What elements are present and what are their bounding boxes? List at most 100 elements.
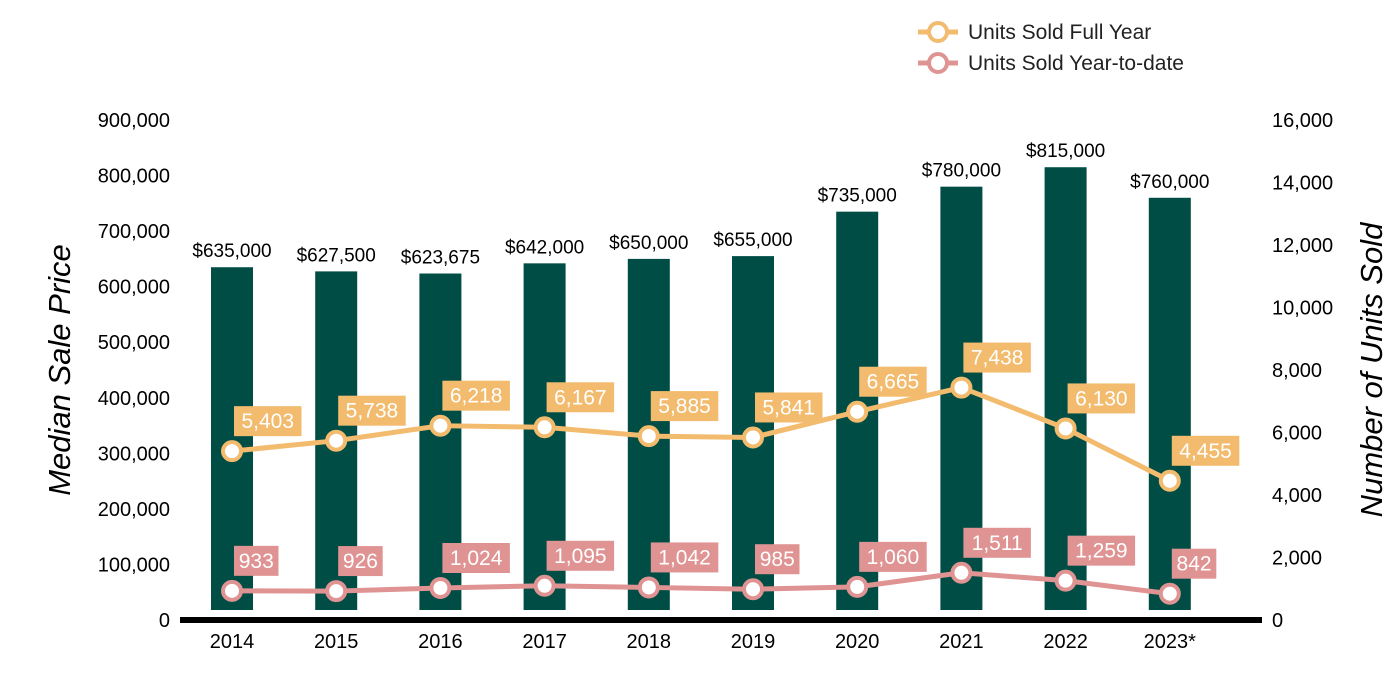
bar-value-label: $815,000: [1026, 141, 1105, 162]
right-tick-label: 4,000: [1272, 485, 1322, 507]
left-tick-label: 0: [159, 610, 170, 632]
bar-value-label: $623,675: [401, 248, 480, 269]
series-point: [429, 577, 452, 599]
right-tick-label: 6,000: [1272, 423, 1322, 445]
series-point: [325, 580, 348, 603]
point-value-label: 985: [760, 548, 795, 571]
point-value-label: 1,511: [972, 532, 1023, 555]
point-value-label: 5,885: [658, 395, 711, 418]
right-axis: 0 2,000 4,000 6,000 8,000 10,000 12,000 14,000 1…: [1272, 110, 1333, 632]
point-label-box: [234, 545, 279, 576]
bar-value-label: $642,000: [505, 237, 584, 258]
left-tick-label: 900,000: [98, 110, 170, 132]
point-label-box: [442, 543, 510, 573]
point-label-box: [1067, 535, 1136, 566]
left-tick-label: 100,000: [98, 554, 170, 576]
left-tick-label: 500,000: [98, 332, 170, 354]
series-point: [950, 561, 973, 584]
point-label-box: [1067, 383, 1136, 414]
bars: $635,000 $627,500 $623,675 $642,000 $650,000…: [192, 141, 1209, 610]
series-point: [1054, 569, 1077, 592]
point-value-label: 6,665: [867, 371, 920, 394]
point-label-box: [338, 546, 383, 577]
left-axis-title: Median Sale Price: [42, 244, 77, 496]
left-tick-label: 800,000: [98, 166, 170, 188]
legend-label: Units Sold Year-to-date: [968, 52, 1184, 75]
series-point: [742, 426, 764, 449]
x-tick-label: 2019: [731, 631, 776, 653]
series-line: [231, 385, 1171, 484]
x-tick-label: 2020: [835, 631, 880, 653]
left-tick-label: 300,000: [98, 443, 170, 465]
point-label-box: [442, 380, 510, 411]
point-value-label: 1,042: [658, 546, 711, 569]
bar-value-label: $655,000: [713, 230, 792, 251]
x-tick-label: 2018: [627, 631, 672, 653]
point-label-box: [546, 382, 615, 413]
point-label-box: [859, 366, 927, 397]
series-point: [429, 414, 452, 437]
series-point: [1158, 469, 1181, 492]
point-value-label: 1,259: [1075, 540, 1128, 563]
series-point: [533, 416, 556, 439]
point-label-box: [546, 540, 615, 571]
point-value-label: 926: [343, 550, 378, 573]
point-label-box: [755, 392, 823, 423]
x-tick-label: 2022: [1043, 631, 1088, 653]
point-label-box: [338, 395, 406, 426]
right-tick-label: 14,000: [1272, 173, 1333, 195]
x-tick-label: 2016: [418, 631, 463, 653]
right-tick-label: 8,000: [1272, 360, 1322, 382]
right-tick-label: 2,000: [1272, 548, 1322, 570]
x-tick-label: 2014: [210, 631, 255, 653]
bar-value-label: $780,000: [922, 161, 1001, 182]
line-series: 5,403 5,738 6,218 6,167 5,885 5,841 6,665 7,438…: [221, 342, 1240, 605]
x-tick-label: 2017: [522, 631, 567, 653]
x-axis-ticks: 2014 2015 2016 2017 2018 2019 2020 2021 2022 2023…: [210, 631, 1196, 653]
point-value-label: 1,024: [450, 547, 503, 570]
series-point: [742, 578, 764, 601]
x-tick-label: 2015: [314, 631, 359, 653]
series-point: [221, 579, 243, 602]
point-label-box: [650, 391, 719, 422]
point-label-box: [755, 544, 800, 575]
legend-label: Units Sold Full Year: [968, 21, 1151, 44]
point-value-label: 6,167: [554, 386, 607, 409]
point-value-label: 6,218: [450, 385, 503, 408]
point-value-label: 1,095: [554, 545, 607, 568]
legend-marker: [927, 21, 949, 43]
x-tick-label: 2021: [939, 631, 984, 653]
series-point: [221, 440, 243, 463]
right-tick-label: 12,000: [1272, 235, 1333, 257]
series-line: [231, 570, 1171, 597]
left-tick-label: 700,000: [98, 221, 170, 243]
bar: [1148, 197, 1191, 610]
point-label-box: [963, 342, 1031, 373]
bar-value-label: $650,000: [609, 233, 688, 254]
series-point: [846, 575, 869, 598]
point-label-box: [859, 541, 927, 572]
series-point: [533, 574, 556, 597]
series-point: [637, 576, 660, 599]
point-label-box: [234, 406, 302, 437]
left-tick-label: 400,000: [98, 388, 170, 410]
left-axis: 0 100,000 200,000 300,000 400,000 500,000 600,…: [98, 110, 170, 632]
x-tick-label: 2023*: [1144, 631, 1196, 653]
point-value-label: 4,455: [1179, 440, 1232, 463]
series-point: [325, 429, 348, 452]
point-value-label: 6,130: [1075, 387, 1128, 410]
point-value-label: 933: [239, 550, 274, 573]
series-point: [950, 376, 973, 399]
left-tick-label: 600,000: [98, 277, 170, 299]
point-value-label: 842: [1177, 553, 1212, 576]
point-value-label: 7,438: [971, 347, 1024, 370]
bar-value-label: $760,000: [1130, 172, 1209, 193]
right-tick-label: 16,000: [1272, 110, 1333, 132]
point-value-label: 5,738: [346, 400, 399, 423]
point-value-label: 1,060: [867, 546, 920, 569]
series-point: [846, 400, 869, 423]
bar-value-label: $635,000: [192, 241, 271, 262]
right-axis-title: Number of Units Sold: [1354, 221, 1389, 517]
bar-value-label: $735,000: [818, 186, 897, 207]
